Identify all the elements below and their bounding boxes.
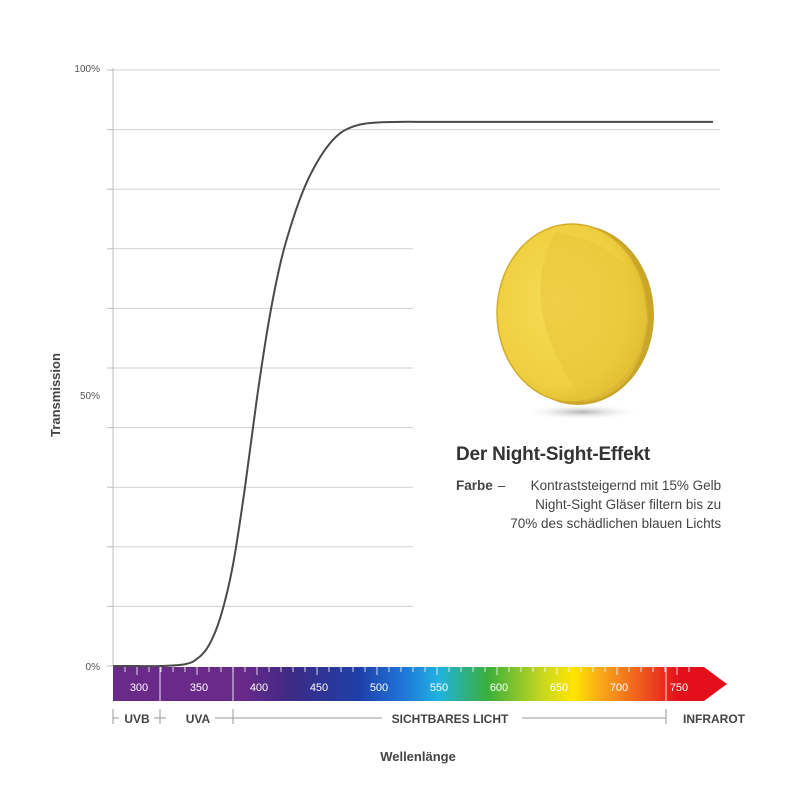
wavelength-label: 300 [130, 682, 148, 694]
info-description: Farbe – Kontraststeigernd mit 15% Gelb N… [456, 476, 776, 533]
lens-shadow [522, 404, 642, 420]
info-title: Der Night-Sight-Effekt [456, 444, 651, 465]
yellow-lens-illustration [496, 223, 654, 420]
y-axis-title: Transmission [48, 353, 63, 437]
y-axis-ticks [107, 69, 113, 667]
lens-edge-highlight [540, 232, 648, 402]
region-brackets [112, 709, 667, 724]
transmission-curve [112, 120, 713, 668]
wavelength-label: 650 [550, 682, 568, 694]
wavelength-label: 550 [430, 682, 448, 694]
y-tick-label-50: 50% [80, 391, 100, 402]
spectrum-bar [113, 667, 727, 701]
info-lines: Kontraststeigernd mit 15% Gelb Night-Sig… [510, 476, 721, 533]
wavelength-label: 400 [250, 682, 268, 694]
grid-lines [113, 69, 720, 607]
y-tick-label-100: 100% [74, 64, 100, 75]
region-label-infrared: INFRAROT [683, 712, 746, 726]
spectrum-ticks [124, 667, 690, 701]
info-line-1: Kontraststeigernd mit 15% Gelb [530, 478, 722, 493]
region-label-uva: UVA [186, 712, 211, 726]
region-label-uvb: UVB [124, 712, 150, 726]
wavelength-label: 700 [610, 682, 628, 694]
wavelength-labels: 300 350 400 450 500 550 600 650 700 750 [130, 682, 688, 694]
region-label-visible: SICHTBARES LICHT [392, 712, 509, 726]
night-sight-info-box: Der Night-Sight-Effekt Farbe – Kontrasts… [456, 444, 776, 533]
wavelength-label: 500 [370, 682, 388, 694]
info-separator: – [497, 478, 506, 493]
info-line-3: 70% des schädlichen blauen Lichts [510, 516, 722, 531]
wavelength-label: 450 [310, 682, 328, 694]
wavelength-label: 350 [190, 682, 208, 694]
info-line-2: Night-Sight Gläser filtern bis zu [535, 497, 722, 512]
info-key-farbe: Farbe [456, 478, 493, 493]
y-tick-label-0: 0% [86, 662, 101, 673]
wavelength-label: 600 [490, 682, 508, 694]
wavelength-label: 750 [670, 682, 688, 694]
x-axis-title: Wellenlänge [380, 749, 456, 764]
